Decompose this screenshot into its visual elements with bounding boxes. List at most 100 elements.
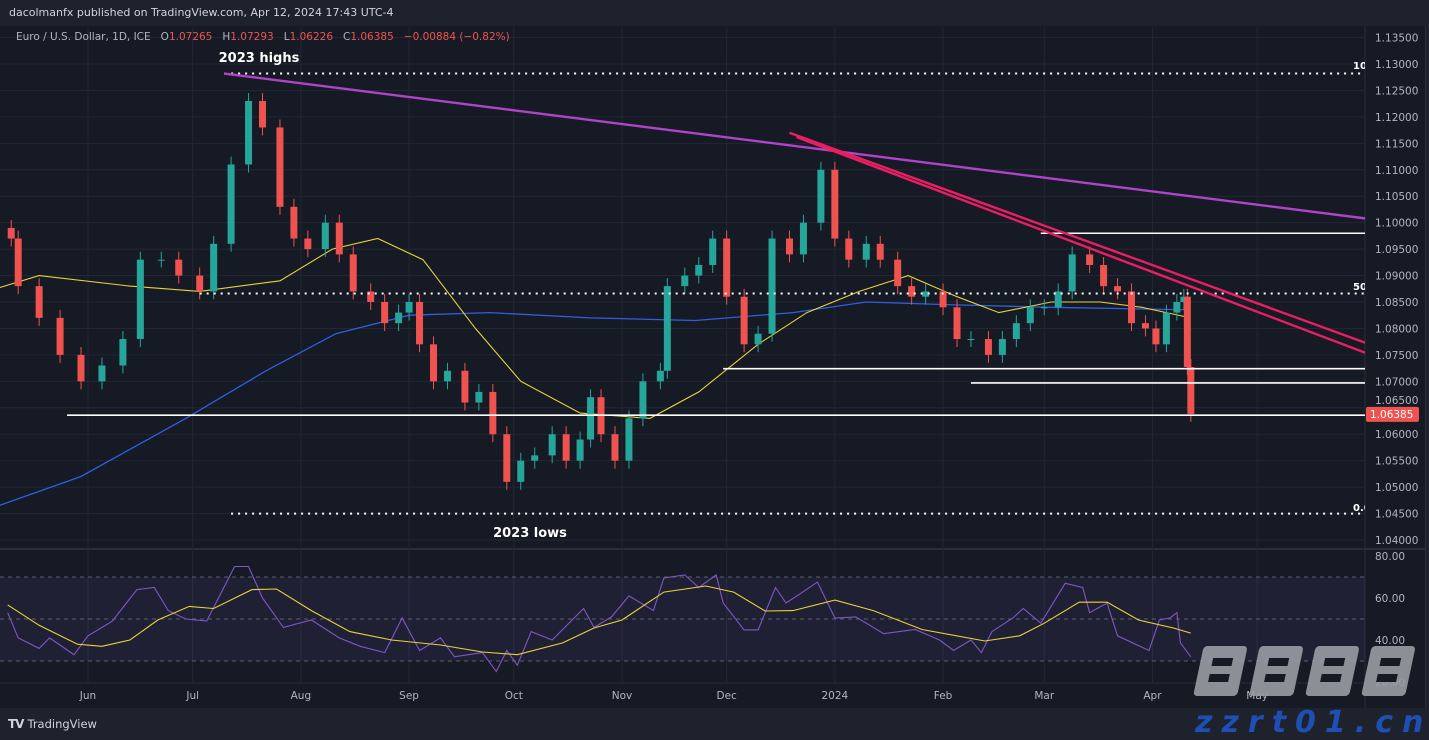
annotation-2023-lows: 2023 lows — [493, 526, 567, 541]
candle — [77, 346, 85, 390]
candle-body — [576, 439, 584, 461]
fib-label-50: 50. — [1353, 282, 1371, 293]
candle — [709, 230, 717, 273]
trendline — [796, 135, 1365, 354]
tradingview-logo[interactable]: TV TradingView — [8, 717, 97, 731]
candle-body — [1068, 254, 1076, 292]
candle — [799, 214, 807, 263]
candle — [1152, 320, 1160, 353]
candle-body — [723, 238, 731, 297]
candle — [1187, 359, 1195, 422]
rsi-line — [7, 565, 1192, 673]
candle — [175, 251, 183, 284]
candle — [1141, 315, 1149, 337]
candle-body — [119, 339, 127, 366]
candle-body — [1187, 367, 1195, 414]
candle-body — [1152, 328, 1160, 345]
candle-body — [1183, 296, 1191, 368]
candle — [998, 331, 1006, 363]
candle-body — [335, 222, 343, 255]
candle — [768, 230, 776, 342]
candle — [475, 383, 483, 411]
price-tick-label: 1.10500 — [1375, 191, 1418, 203]
candle-body — [405, 302, 413, 313]
candle-body — [461, 370, 469, 403]
candle-body — [136, 259, 144, 340]
candle-body — [14, 238, 22, 287]
candle — [695, 257, 703, 284]
price-tick-label: 1.05500 — [1375, 456, 1418, 468]
candle — [1054, 283, 1062, 316]
candle-body — [1141, 323, 1149, 329]
candle — [14, 230, 22, 295]
candle — [625, 410, 633, 469]
time-tick-label: Oct — [505, 690, 523, 702]
candle — [304, 230, 312, 258]
time-tick-label: Jul — [185, 690, 199, 702]
publisher-info: dacolmanfx published on TradingView.com,… — [9, 6, 394, 19]
candle-body — [876, 243, 884, 260]
candle — [416, 294, 424, 353]
candle — [817, 161, 825, 231]
candle — [7, 220, 15, 247]
low-label: L — [283, 31, 290, 43]
candle — [489, 383, 497, 443]
candle — [367, 283, 375, 310]
price-tick-label: 1.07500 — [1375, 350, 1418, 362]
high-value: 1.07293 — [230, 31, 274, 43]
candle-body — [395, 312, 403, 324]
candle-body — [785, 238, 793, 255]
symbol-title[interactable]: Euro / U.S. Dollar, 1D, ICE — [16, 31, 151, 43]
candle-body — [245, 101, 253, 165]
candle-body — [77, 354, 85, 382]
candle-body — [953, 307, 961, 340]
candle-body — [443, 370, 451, 382]
price-tick-label: 1.09500 — [1375, 244, 1418, 256]
candle — [98, 357, 106, 390]
candle-body — [548, 434, 556, 456]
candle — [1100, 257, 1108, 295]
candle — [1012, 315, 1020, 347]
rsi-tick-label: 40.00 — [1375, 635, 1405, 647]
open-value: 1.07265 — [168, 31, 213, 43]
candle — [656, 362, 664, 390]
sma200-line — [0, 301, 1191, 506]
last-price-label: 1.06385 — [1370, 409, 1413, 421]
low-value: 1.06226 — [289, 31, 333, 43]
candle-body — [754, 333, 762, 345]
candle-body — [908, 286, 916, 297]
candle-body — [656, 370, 664, 382]
rsi-pane — [0, 565, 1365, 673]
candle — [908, 278, 916, 305]
candle-body — [1040, 307, 1048, 309]
candle — [227, 156, 235, 252]
price-grid — [0, 37, 1365, 541]
candle-body — [349, 254, 357, 292]
last-price-tag — [1366, 406, 1419, 422]
candle — [845, 230, 853, 268]
sma50-line — [0, 237, 1191, 419]
candle-body — [681, 275, 689, 287]
price-tick-label: 1.04000 — [1375, 535, 1418, 547]
time-tick-label: Mar — [1034, 690, 1054, 702]
candle-body — [381, 302, 389, 324]
candle — [723, 230, 731, 305]
candle-body — [175, 259, 183, 276]
candle — [754, 325, 762, 353]
candle-body — [1100, 264, 1108, 287]
candle-body — [7, 227, 15, 239]
candle — [663, 278, 671, 379]
candle — [587, 389, 595, 448]
candle-body — [531, 455, 539, 461]
candle-body — [1026, 307, 1034, 324]
candle-body — [1173, 302, 1181, 313]
candle-body — [922, 291, 930, 297]
high-label: H — [222, 31, 231, 43]
rsi-tick-label: 80.00 — [1375, 551, 1405, 563]
close-value: 1.06385 — [350, 31, 394, 43]
candle — [381, 294, 389, 332]
candle-body — [290, 206, 298, 239]
time-tick-label: Aug — [291, 690, 312, 702]
candle-body — [967, 339, 975, 341]
